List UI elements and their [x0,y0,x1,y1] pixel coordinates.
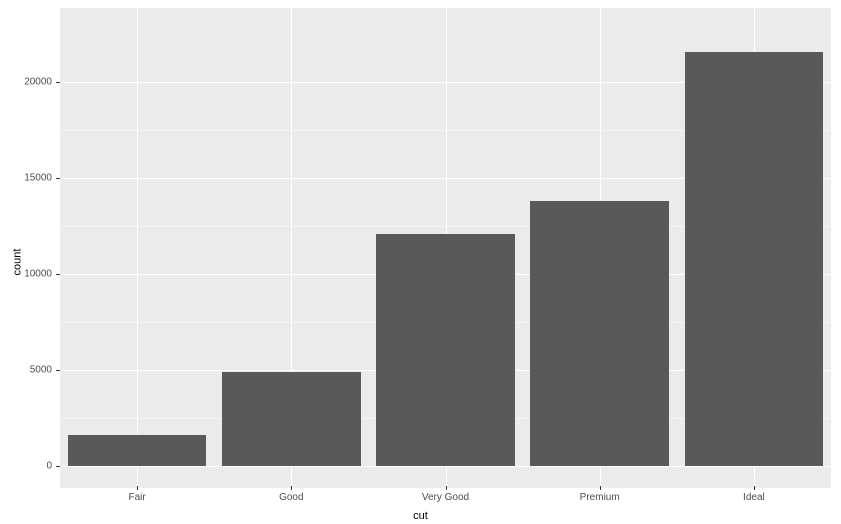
x-tick-label: Premium [580,492,620,503]
plot-panel [60,8,831,488]
y-tick-label: 0 [46,461,52,472]
y-tick-label: 10000 [24,268,52,279]
x-tick-label: Ideal [743,492,765,503]
bar [376,234,515,466]
bar [530,201,669,466]
bars-layer [60,8,831,488]
chart-container: count 05000100001500020000 FairGoodVery … [0,0,841,524]
x-tick-mark [600,486,601,490]
bar [68,435,207,466]
y-tick-label: 5000 [30,364,52,375]
x-tick-mark [137,486,138,490]
x-tick-mark [754,486,755,490]
x-tick-mark [291,486,292,490]
bar [222,372,361,466]
y-tick-label: 15000 [24,172,52,183]
x-tick-label: Fair [128,492,145,503]
bar [685,52,824,466]
x-tick-mark [446,486,447,490]
y-tick-label: 20000 [24,76,52,87]
y-axis-ticks: 0 5000 10000 15000 20000 [20,0,56,524]
x-axis-ticks: Fair Good Very Good Premium Ideal [60,490,831,508]
x-tick-label: Very Good [422,492,469,503]
x-tick-label: Good [279,492,303,503]
x-axis-title: cut [0,510,841,522]
